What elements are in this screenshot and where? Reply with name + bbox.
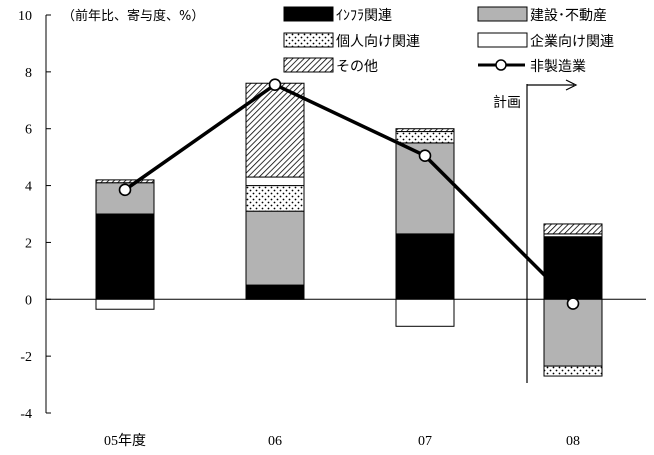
plan-label: 計画: [493, 95, 521, 111]
line-point: [418, 149, 432, 163]
y-tick-label: 6: [25, 123, 32, 138]
legend-label-corporate: 企業向け関連: [530, 33, 614, 50]
bar-segment-infra: [95, 213, 155, 300]
y-tick-label: 8: [25, 66, 32, 81]
legend-label-other: その他: [336, 59, 378, 75]
legend-marker-line: [495, 59, 507, 71]
legend-swatch-construction: [477, 6, 528, 22]
line-layer: [118, 78, 580, 310]
bar-segment-other: [95, 179, 155, 184]
plan-arrow-head: [565, 79, 578, 91]
line-point: [118, 183, 132, 197]
plan-annotation: 計画: [493, 79, 578, 383]
y-tick-label: -4: [20, 407, 32, 422]
legend-label-personal: 個人向け関連: [336, 34, 420, 50]
line-non-manufacturing: [123, 82, 575, 305]
y-tick-label: 4: [25, 180, 32, 195]
y-tick-label: 2: [25, 236, 32, 251]
x-tick-label: 06: [268, 434, 282, 449]
unit-note: （前年比、寄与度、%）: [62, 8, 204, 24]
legend-label-non-manufacturing: 非製造業: [530, 59, 586, 75]
bar-segment-other: [543, 223, 603, 235]
legend-swatch-infra: [283, 6, 334, 22]
bar-segment-infra: [543, 236, 603, 300]
line-point: [566, 297, 580, 310]
line-point: [268, 78, 282, 91]
legend-swatch-corporate: [477, 32, 528, 48]
bar-segment-corporate: [245, 176, 305, 187]
x-tick-label: 08: [566, 434, 580, 449]
bar-segment-infra: [245, 284, 305, 300]
y-tick-label: -2: [20, 350, 32, 365]
legend-label-infra: ｲﾝﾌﾗ関連: [336, 8, 392, 24]
y-tick-label: 0: [25, 293, 32, 308]
bars: [95, 82, 603, 377]
bar-segment-personal: [395, 131, 455, 144]
bar-segment-personal: [245, 185, 305, 212]
bar-segment-corporate: [395, 298, 455, 327]
bar-segment-corporate: [95, 298, 155, 310]
bar-segment-personal: [543, 365, 603, 377]
bar-segment-other: [395, 128, 455, 133]
legend-swatch-personal: [283, 32, 334, 48]
y-tick-label: 10: [18, 9, 32, 24]
bar-segment-construction: [245, 210, 305, 286]
legend-label-construction: 建設･不動産: [530, 8, 607, 24]
x-tick-label: 07: [418, 434, 432, 449]
x-tick-label: 05年度: [104, 433, 146, 449]
legend-swatch-other: [283, 57, 334, 73]
bar-segment-infra: [395, 233, 455, 300]
